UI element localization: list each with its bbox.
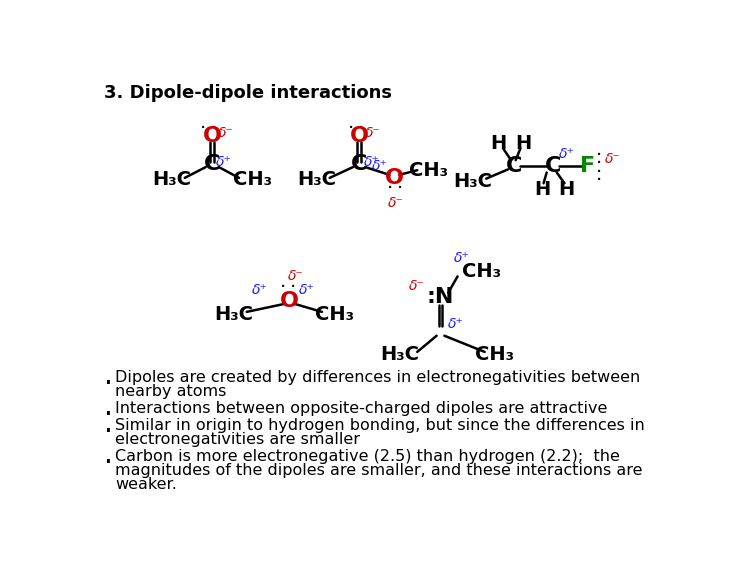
Text: H: H — [490, 134, 506, 153]
Text: ·: · — [104, 370, 113, 398]
Text: H: H — [534, 180, 550, 199]
Text: ·: · — [595, 171, 602, 190]
Text: δ⁻: δ⁻ — [218, 126, 233, 140]
Text: Dipoles are created by differences in electronegativities between: Dipoles are created by differences in el… — [115, 370, 640, 385]
Text: H₃C: H₃C — [381, 346, 420, 364]
Text: ·: · — [290, 278, 297, 297]
Text: ·: · — [397, 179, 403, 198]
Text: ·: · — [347, 119, 354, 138]
Text: ·: · — [387, 179, 393, 198]
Text: δ⁻: δ⁻ — [288, 269, 304, 283]
Text: CH₃: CH₃ — [475, 346, 515, 364]
Text: H: H — [515, 134, 531, 153]
Text: O: O — [280, 291, 299, 311]
Text: δ⁻: δ⁻ — [388, 196, 404, 210]
Text: ·: · — [104, 401, 113, 429]
Text: δ⁺: δ⁺ — [372, 159, 388, 173]
Text: ·: · — [200, 119, 206, 138]
Text: ·: · — [104, 449, 113, 477]
Text: C: C — [351, 154, 367, 174]
Text: CH₃: CH₃ — [462, 262, 501, 281]
Text: H₃C: H₃C — [297, 170, 336, 189]
Text: δ⁺: δ⁺ — [217, 155, 232, 169]
Text: δ⁺: δ⁺ — [299, 283, 314, 297]
Text: C: C — [204, 154, 220, 174]
Text: electronegativities are smaller: electronegativities are smaller — [115, 432, 360, 447]
Text: δ⁺: δ⁺ — [559, 147, 575, 161]
Text: ·: · — [595, 146, 602, 165]
Text: CH₃: CH₃ — [233, 170, 272, 189]
Text: nearby atoms: nearby atoms — [115, 384, 226, 399]
Text: H: H — [559, 180, 575, 199]
Text: δ⁻: δ⁻ — [365, 126, 381, 140]
Text: H₃C: H₃C — [152, 170, 191, 189]
Text: Similar in origin to hydrogen bonding, but since the differences in: Similar in origin to hydrogen bonding, b… — [115, 418, 644, 433]
Text: δ⁺: δ⁺ — [448, 317, 464, 331]
Text: F: F — [580, 157, 595, 176]
Text: δ⁺: δ⁺ — [363, 155, 379, 169]
Text: :N: :N — [426, 287, 454, 307]
Text: ·: · — [211, 119, 217, 138]
Text: ·: · — [595, 154, 602, 173]
Text: δ⁺: δ⁺ — [252, 283, 268, 297]
Text: ·: · — [595, 163, 602, 182]
Text: magnitudes of the dipoles are smaller, and these interactions are: magnitudes of the dipoles are smaller, a… — [115, 463, 642, 478]
Text: C: C — [506, 157, 523, 176]
Text: CH₃: CH₃ — [315, 305, 354, 325]
Text: ·: · — [280, 278, 286, 297]
Text: CH₃: CH₃ — [410, 161, 448, 180]
Text: δ⁺: δ⁺ — [454, 251, 470, 265]
Text: Interactions between opposite-charged dipoles are attractive: Interactions between opposite-charged di… — [115, 401, 607, 416]
Text: O: O — [203, 126, 222, 145]
Text: ·: · — [104, 418, 113, 446]
Text: ·: · — [358, 119, 365, 138]
Text: O: O — [385, 168, 404, 188]
Text: C: C — [545, 157, 561, 176]
Text: δ⁻: δ⁻ — [605, 152, 620, 166]
Text: H₃C: H₃C — [214, 305, 253, 325]
Text: δ⁻: δ⁻ — [410, 280, 425, 293]
Text: O: O — [349, 126, 368, 145]
Text: Carbon is more electronegative (2.5) than hydrogen (2.2);  the: Carbon is more electronegative (2.5) tha… — [115, 449, 620, 464]
Text: weaker.: weaker. — [115, 477, 177, 492]
Text: 3. Dipole-dipole interactions: 3. Dipole-dipole interactions — [104, 84, 392, 102]
Text: H₃C: H₃C — [454, 172, 493, 191]
